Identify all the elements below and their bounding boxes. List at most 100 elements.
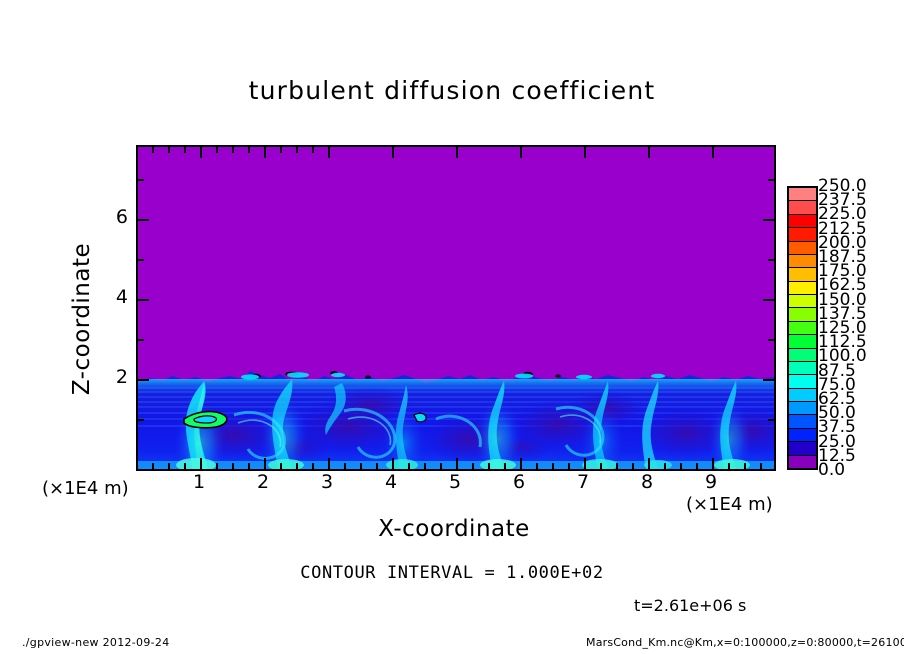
colorbar-band xyxy=(789,268,816,282)
x-tick-label: 2 xyxy=(256,471,270,493)
colorbar-tick-label: 87.5 xyxy=(818,360,856,381)
colorbar-tick-label: 137.5 xyxy=(818,303,867,324)
x-axis-top-minor-tick xyxy=(280,147,282,153)
colorbar-band xyxy=(789,188,816,202)
x-axis-top-tick xyxy=(712,147,714,158)
colorbar-tick-label: 150.0 xyxy=(818,289,867,310)
y-axis-right-tick xyxy=(763,219,774,221)
x-axis-top-minor-tick xyxy=(152,147,154,153)
colorbar-band xyxy=(789,348,816,362)
y-axis-right-minor-tick xyxy=(768,339,774,341)
x-axis-top-tick xyxy=(264,147,266,158)
y-axis-units-label: (×1E4 m) xyxy=(42,478,129,499)
x-tick-label: 8 xyxy=(640,471,654,493)
x-axis-top-tick xyxy=(200,147,202,158)
x-axis-minor-tick xyxy=(296,463,298,469)
x-axis-top-tick xyxy=(648,147,650,158)
colorbar-band xyxy=(789,321,816,336)
x-axis-tick xyxy=(648,458,650,469)
x-axis-minor-tick xyxy=(616,463,618,469)
x-axis-minor-tick xyxy=(536,463,538,469)
colorbar-band xyxy=(789,214,816,229)
x-axis-top-tick xyxy=(456,147,458,158)
colorbar-band xyxy=(789,428,816,443)
y-axis-right-minor-tick xyxy=(768,419,774,421)
y-axis-minor-tick xyxy=(138,259,144,261)
colorbar-tick-label: 75.0 xyxy=(818,374,856,395)
contour-field-image xyxy=(138,147,774,469)
footer-command-label: ./gpview-new 2012-09-24 xyxy=(22,636,170,649)
colorbar-band xyxy=(789,295,816,309)
x-axis-top-tick xyxy=(584,147,586,158)
x-axis-top-minor-tick xyxy=(312,147,314,153)
y-axis-minor-tick xyxy=(138,339,144,341)
y-axis-tick xyxy=(138,219,149,221)
colorbar-tick-label: 112.5 xyxy=(818,332,867,353)
x-axis-minor-tick xyxy=(472,463,474,469)
colorbar-tick-label: 200.0 xyxy=(818,232,867,253)
x-axis-minor-tick xyxy=(344,463,346,469)
x-axis-top-minor-tick xyxy=(248,147,250,153)
x-tick-label: 9 xyxy=(704,471,718,493)
x-tick-label: 3 xyxy=(320,471,334,493)
x-axis-minor-tick xyxy=(152,463,154,469)
colorbar-band xyxy=(789,228,816,242)
colorbar-band xyxy=(789,254,816,269)
x-axis-top-tick xyxy=(392,147,394,158)
colorbar-tick-label: 237.5 xyxy=(818,190,867,211)
colorbar-tick-label: 25.0 xyxy=(818,431,856,452)
contour-plot-area[interactable] xyxy=(136,145,776,471)
y-axis-right-tick xyxy=(763,379,774,381)
x-axis-minor-tick xyxy=(632,463,634,469)
x-axis-tick xyxy=(392,458,394,469)
x-axis-minor-tick xyxy=(728,463,730,469)
colorbar-band xyxy=(789,201,816,215)
y-axis-minor-tick xyxy=(138,419,144,421)
y-axis-tick xyxy=(138,379,149,381)
x-axis-minor-tick xyxy=(760,463,762,469)
y-tick-label: 2 xyxy=(115,366,128,388)
y-axis-right-minor-tick xyxy=(768,259,774,261)
colorbar-tick-label: 125.0 xyxy=(818,318,867,338)
colorbar-tick-label: 225.0 xyxy=(818,204,867,225)
colorbar-tick-label: 50.0 xyxy=(818,403,856,424)
colorbar-band xyxy=(789,335,816,349)
colorbar[interactable] xyxy=(787,186,818,470)
colorbar-band xyxy=(789,361,816,376)
x-tick-label: 1 xyxy=(192,471,206,493)
colorbar-tick-label: 162.5 xyxy=(818,275,867,296)
x-axis-top-minor-tick xyxy=(168,147,170,153)
x-axis-minor-tick xyxy=(440,463,442,469)
footer-source-label: MarsCond_Km.nc@Km,x=0:100000,z=0:80000,t… xyxy=(586,636,904,649)
contour-interval-label: CONTOUR INTERVAL = 1.000E+02 xyxy=(300,563,604,583)
x-axis-top-tick xyxy=(520,147,522,158)
colorbar-band xyxy=(789,308,816,322)
x-axis-minor-tick xyxy=(216,463,218,469)
colorbar-band xyxy=(789,442,816,456)
colorbar-band xyxy=(789,402,816,416)
colorbar-tick-label: 175.0 xyxy=(818,261,867,282)
x-axis-minor-tick xyxy=(376,463,378,469)
x-axis-tick xyxy=(456,458,458,469)
x-axis-tick xyxy=(520,458,522,469)
y-tick-label: 6 xyxy=(115,206,128,228)
x-axis-top-minor-tick xyxy=(232,147,234,153)
x-axis-title: X-coordinate xyxy=(378,516,530,542)
x-axis-top-minor-tick xyxy=(184,147,186,153)
x-axis-minor-tick xyxy=(552,463,554,469)
x-axis-minor-tick xyxy=(488,463,490,469)
x-axis-units-label: (×1E4 m) xyxy=(686,494,773,515)
y-axis-title: Z-coordinate xyxy=(69,242,95,396)
x-axis-minor-tick xyxy=(312,463,314,469)
x-axis-minor-tick xyxy=(360,463,362,469)
x-axis-tick xyxy=(712,458,714,469)
x-axis-minor-tick xyxy=(248,463,250,469)
colorbar-labels: 250.0 237.5 225.0 212.5 200.0 187.5 175.0 162.5… xyxy=(818,178,898,479)
x-axis-minor-tick xyxy=(664,463,666,469)
time-label: t=2.61e+06 s xyxy=(634,596,747,615)
x-axis-minor-tick xyxy=(600,463,602,469)
colorbar-band xyxy=(789,388,816,402)
colorbar-band xyxy=(789,455,816,468)
y-axis-right-minor-tick xyxy=(768,179,774,181)
x-tick-label: 4 xyxy=(384,471,398,493)
